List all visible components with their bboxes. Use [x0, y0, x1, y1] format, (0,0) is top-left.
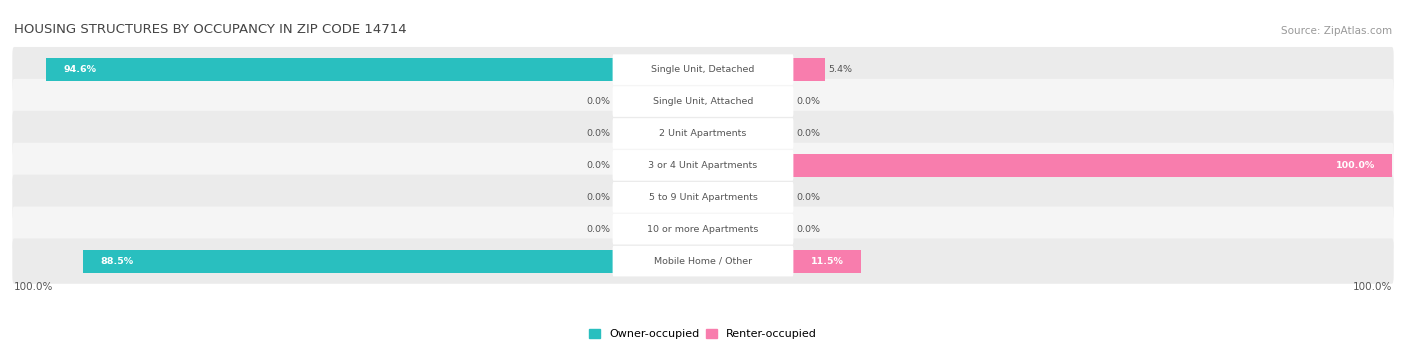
FancyBboxPatch shape [613, 118, 793, 149]
Text: 94.6%: 94.6% [63, 65, 97, 74]
Text: 0.0%: 0.0% [586, 129, 610, 138]
FancyBboxPatch shape [13, 175, 1393, 220]
FancyBboxPatch shape [613, 214, 793, 244]
Text: 0.0%: 0.0% [586, 193, 610, 202]
Text: 2 Unit Apartments: 2 Unit Apartments [659, 129, 747, 138]
Text: Single Unit, Attached: Single Unit, Attached [652, 97, 754, 106]
Text: HOUSING STRUCTURES BY OCCUPANCY IN ZIP CODE 14714: HOUSING STRUCTURES BY OCCUPANCY IN ZIP C… [14, 23, 406, 36]
FancyBboxPatch shape [13, 111, 1393, 156]
Text: Single Unit, Detached: Single Unit, Detached [651, 65, 755, 74]
Text: 0.0%: 0.0% [796, 97, 820, 106]
FancyBboxPatch shape [13, 207, 1393, 252]
FancyBboxPatch shape [613, 54, 793, 85]
FancyBboxPatch shape [613, 86, 793, 117]
Text: Mobile Home / Other: Mobile Home / Other [654, 257, 752, 266]
Text: 100.0%: 100.0% [1353, 282, 1392, 292]
Text: 0.0%: 0.0% [796, 129, 820, 138]
Text: 0.0%: 0.0% [586, 225, 610, 234]
Text: 3 or 4 Unit Apartments: 3 or 4 Unit Apartments [648, 161, 758, 170]
Text: 10 or more Apartments: 10 or more Apartments [647, 225, 759, 234]
Legend: Owner-occupied, Renter-occupied: Owner-occupied, Renter-occupied [589, 329, 817, 339]
Text: 5 to 9 Unit Apartments: 5 to 9 Unit Apartments [648, 193, 758, 202]
Text: 0.0%: 0.0% [796, 225, 820, 234]
Text: 88.5%: 88.5% [100, 257, 134, 266]
Text: 0.0%: 0.0% [586, 161, 610, 170]
FancyBboxPatch shape [613, 182, 793, 213]
FancyBboxPatch shape [13, 47, 1393, 92]
FancyBboxPatch shape [613, 150, 793, 181]
Bar [793, 154, 1392, 177]
Bar [46, 58, 613, 81]
Text: 0.0%: 0.0% [796, 193, 820, 202]
Text: 100.0%: 100.0% [14, 282, 53, 292]
FancyBboxPatch shape [13, 238, 1393, 284]
Bar [793, 58, 825, 81]
FancyBboxPatch shape [13, 79, 1393, 124]
FancyBboxPatch shape [613, 246, 793, 277]
Text: 0.0%: 0.0% [586, 97, 610, 106]
Text: 5.4%: 5.4% [828, 65, 852, 74]
Text: 100.0%: 100.0% [1336, 161, 1375, 170]
Text: Source: ZipAtlas.com: Source: ZipAtlas.com [1281, 26, 1392, 36]
Bar [793, 250, 862, 272]
Bar [83, 250, 613, 272]
Text: 11.5%: 11.5% [811, 257, 844, 266]
FancyBboxPatch shape [13, 143, 1393, 188]
